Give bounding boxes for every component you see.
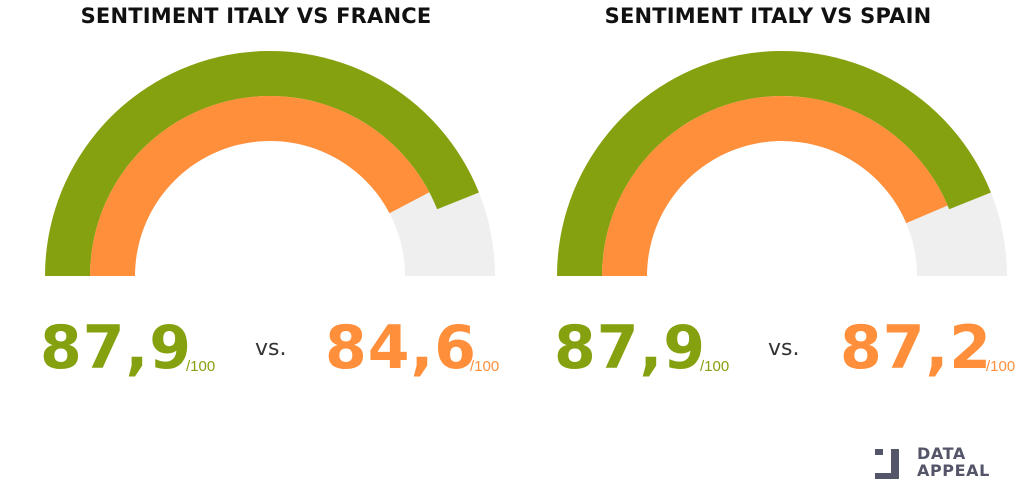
gauge-chart [45, 51, 495, 276]
gauge-panel-italy-vs-spain: SENTIMENT ITALY VS SPAIN 87,9 /100 vs. 8… [512, 0, 1024, 420]
logo-line-2: APPEAL [917, 461, 990, 480]
spain-score-unit: /100 [986, 358, 1016, 375]
data-appeal-logo-icon [875, 449, 899, 479]
gauge-band-italy [557, 51, 991, 276]
logo-line-1: DATA [917, 444, 966, 463]
gauge-band-spain [602, 96, 948, 276]
gauge-band-italy [45, 51, 479, 276]
vs-label: vs. [255, 336, 287, 361]
gauge-chart [557, 51, 1007, 276]
italy-score-value: 87,9 [554, 313, 707, 383]
logo-wordmark: DATA APPEAL [917, 445, 990, 479]
italy-score-unit: /100 [186, 358, 216, 375]
chart-title: SENTIMENT ITALY VS FRANCE [80, 4, 432, 28]
data-appeal-logo: DATA APPEAL [873, 443, 1013, 483]
spain-score-value: 87,2 [840, 313, 993, 383]
france-score-unit: /100 [470, 358, 500, 375]
gauge-band-france [90, 96, 430, 276]
italy-score-unit: /100 [700, 358, 730, 375]
chart-title: SENTIMENT ITALY VS SPAIN [604, 4, 932, 28]
vs-label: vs. [768, 336, 800, 361]
gauge-panel-italy-vs-france: SENTIMENT ITALY VS FRANCE 87,9 /100 vs. … [0, 0, 512, 420]
italy-score-value: 87,9 [40, 313, 193, 383]
france-score-value: 84,6 [325, 313, 478, 383]
